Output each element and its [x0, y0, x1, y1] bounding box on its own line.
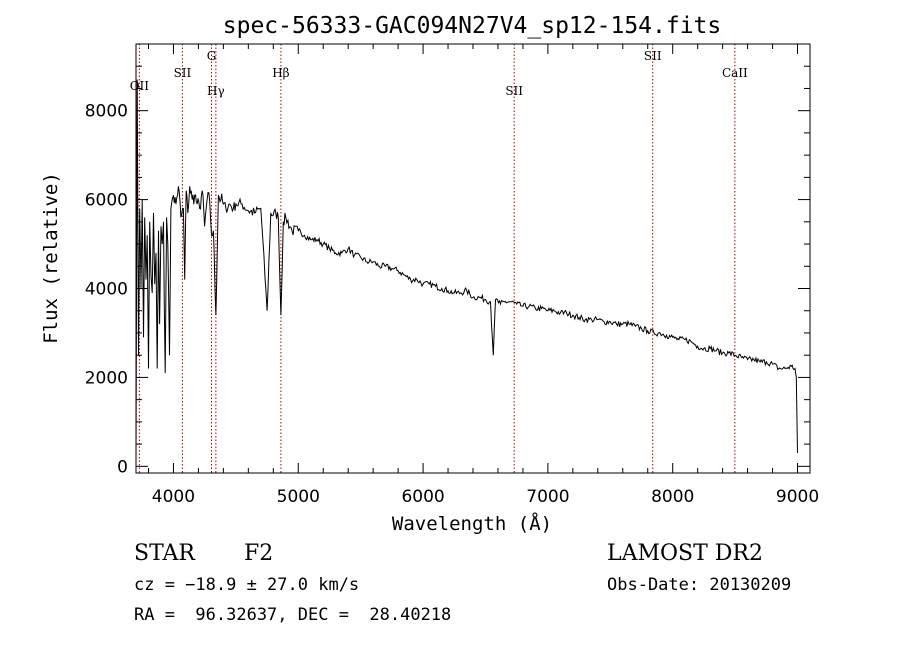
coordinates-readout: RA = 96.32637, DEC = 28.40218: [134, 605, 451, 625]
y-axis-label: Flux (relative): [40, 172, 62, 344]
x-tick-label: 9000: [776, 487, 819, 507]
y-tick-label: 4000: [85, 280, 128, 300]
chart-title: spec-56333-GAC094N27V4_sp12-154.fits: [223, 13, 722, 39]
y-tick-label: 2000: [85, 368, 128, 388]
observation-date: Obs-Date: 20130209: [607, 575, 791, 595]
spectrum-series: [135, 79, 798, 458]
x-tick-label: 7000: [526, 487, 569, 507]
survey-release: LAMOST DR2: [607, 541, 763, 566]
x-tick-label: 5000: [277, 487, 320, 507]
line-marker-label: SII: [174, 66, 192, 80]
x-axis-label: Wavelength (Å): [392, 512, 552, 535]
redshift-readout: cz = −18.9 ± 27.0 km/s: [134, 575, 359, 595]
line-marker-label: OII: [130, 79, 150, 93]
y-tick-label: 0: [117, 457, 128, 477]
y-tick-label: 6000: [85, 191, 128, 211]
y-axis: 0 2000 4000 6000 8000: [85, 43, 810, 477]
x-tick-label: 4000: [152, 487, 195, 507]
spectral-line-markers: OII SII G Hγ Hβ SII SII CaII: [130, 44, 748, 473]
line-marker-label: SII: [644, 49, 662, 63]
y-tick-label: 8000: [85, 102, 128, 122]
line-marker-label: G: [207, 49, 217, 63]
object-class: STAR: [134, 541, 196, 566]
object-subclass: F2: [244, 541, 273, 566]
line-marker-label: CaII: [722, 66, 748, 80]
line-marker-label: Hγ: [207, 84, 225, 98]
x-axis: 4000 5000 6000 7000 8000 9000: [147, 44, 819, 507]
x-tick-label: 8000: [651, 487, 694, 507]
x-tick-label: 6000: [401, 487, 444, 507]
line-marker-label: Hβ: [272, 66, 289, 80]
spectrum-line: [135, 79, 798, 458]
line-marker-label: SII: [505, 84, 523, 98]
